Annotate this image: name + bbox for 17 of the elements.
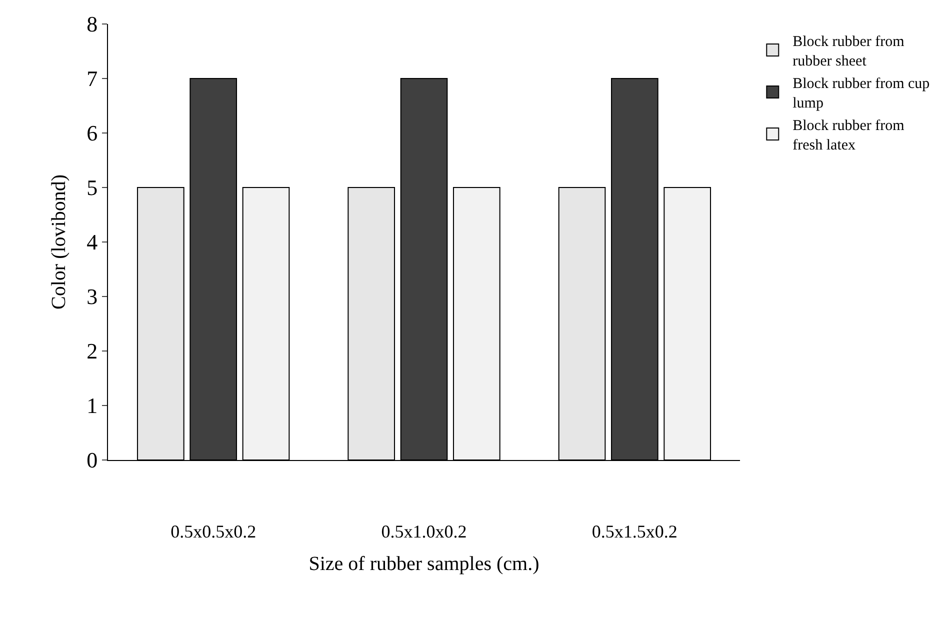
y-tick-label: 7 <box>86 66 98 92</box>
y-tick-label: 8 <box>86 12 98 37</box>
x-axis-title: Size of rubber samples (cm.) <box>308 553 540 576</box>
y-tick-label: 1 <box>86 393 98 418</box>
x-tick-label: 0.5x1.0x0.2 <box>381 522 467 542</box>
legend-label: Block rubber from cup lump <box>792 76 930 112</box>
y-tick-label: 0 <box>86 448 98 473</box>
y-tick-label: 3 <box>86 284 98 310</box>
y-tick-label: 6 <box>86 120 98 146</box>
legend-label: Block rubber from rubber sheet <box>792 34 905 70</box>
y-axis-title: Color (lovibond) <box>48 174 70 310</box>
y-tick-label: 4 <box>86 230 98 255</box>
x-tick-label: 0.5x1.5x0.2 <box>592 522 678 542</box>
x-tick-label: 0.5x0.5x0.2 <box>170 522 256 542</box>
legend-label: Block rubber from fresh latex <box>792 118 905 154</box>
y-tick-label: 5 <box>86 175 98 200</box>
y-tick-label: 2 <box>86 338 98 364</box>
